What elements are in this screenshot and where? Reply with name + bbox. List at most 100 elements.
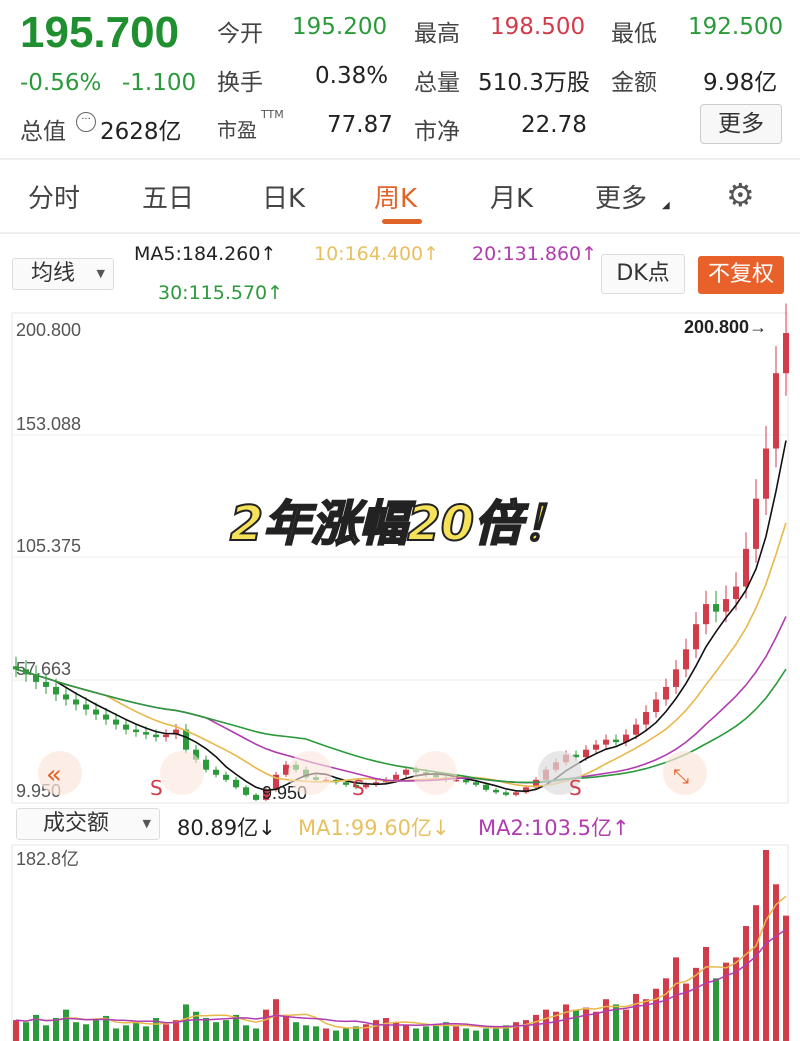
- volume-bar: [183, 1004, 189, 1041]
- volume-bar: [23, 1022, 29, 1041]
- volume-indicator-select[interactable]: 成交额 ▼: [16, 808, 160, 840]
- tab-intraday[interactable]: 分时: [28, 184, 81, 214]
- volume-max-tick: 182.8亿: [16, 849, 79, 869]
- volume-bar: [553, 1011, 559, 1041]
- candle: [673, 669, 679, 687]
- candle: [113, 719, 119, 725]
- turnover-label: 换手: [217, 70, 263, 96]
- scroll-left-button[interactable]: [38, 751, 82, 795]
- volume-bar: [763, 850, 769, 1041]
- sell-signal-s: S: [569, 776, 582, 800]
- change-pct: -0.56%: [20, 70, 102, 96]
- candle: [123, 724, 129, 730]
- volume-bar: [733, 957, 739, 1041]
- volume-bar: [473, 1030, 479, 1041]
- candle: [343, 782, 349, 785]
- low-value: 192.500: [688, 14, 784, 40]
- zoom-out-button[interactable]: [160, 751, 204, 795]
- tab-weekly-k[interactable]: 周K: [374, 184, 418, 214]
- volume-bar: [433, 1024, 439, 1041]
- gear-icon[interactable]: ⚙: [726, 176, 755, 214]
- volume-bar: [33, 1014, 39, 1041]
- candle: [183, 729, 189, 750]
- volume-bar: [143, 1026, 149, 1041]
- adjust-button[interactable]: 不复权: [698, 256, 784, 294]
- volume-bar: [703, 946, 709, 1041]
- volume-bar: [83, 1024, 89, 1041]
- open-label: 今开: [217, 21, 263, 47]
- volume-ma2-line: [15, 928, 787, 1028]
- candle: [173, 729, 179, 735]
- volume-bar: [103, 1015, 109, 1041]
- volume-label: 总量: [414, 70, 460, 96]
- volume-bar: [523, 1020, 529, 1041]
- zoom-in-button[interactable]: [288, 751, 332, 795]
- volume-bar: [313, 1026, 319, 1041]
- open-value: 195.200: [292, 14, 388, 40]
- candle: [743, 548, 749, 587]
- fullscreen-button[interactable]: [663, 751, 707, 795]
- volume-bar: [483, 1028, 489, 1041]
- tab-five-day[interactable]: 五日: [142, 184, 195, 214]
- info-icon[interactable]: ···: [76, 112, 96, 132]
- volume-bar: [43, 1025, 49, 1041]
- volume-bar: [73, 1022, 79, 1041]
- amount-label: 金额: [611, 70, 657, 96]
- amount-value: 9.98亿: [703, 70, 778, 96]
- candle: [403, 769, 409, 775]
- candle: [253, 794, 259, 800]
- volume-bar: [743, 926, 749, 1041]
- candle: [713, 604, 719, 612]
- volume-bar: [343, 1028, 349, 1041]
- volume-bar: [153, 1018, 159, 1041]
- dropdown-caret-icon: ▼: [96, 267, 105, 280]
- candle: [393, 774, 399, 780]
- ma10-readout: 10:164.400↑: [314, 243, 440, 265]
- volume-bar: [363, 1024, 369, 1041]
- volume-bar: [123, 1025, 129, 1041]
- divider: [0, 158, 800, 160]
- indicator-select[interactable]: 均线 ▼: [12, 258, 114, 290]
- sell-signal-s: S: [150, 776, 163, 800]
- volume-bar: [773, 884, 779, 1041]
- candle: [93, 709, 99, 715]
- ma30-readout: 30:115.570↑: [158, 282, 284, 304]
- candle: [103, 714, 109, 720]
- volume-bar: [623, 1009, 629, 1041]
- ma5-line: [15, 440, 787, 793]
- move-left-button[interactable]: [413, 751, 457, 795]
- volume-bar: [173, 1020, 179, 1041]
- candle: [503, 792, 509, 795]
- sell-signal-s: S: [352, 776, 365, 800]
- candle: [233, 779, 239, 788]
- candle: [733, 586, 739, 600]
- volume-bar: [593, 1011, 599, 1041]
- more-button[interactable]: 更多: [700, 104, 782, 144]
- volume-bar: [683, 983, 689, 1041]
- volume-bar: [273, 999, 279, 1041]
- candle: [63, 694, 69, 700]
- mktcap-value: 2628亿: [100, 119, 182, 145]
- volume-bar: [353, 1026, 359, 1041]
- volume-bar: [413, 1028, 419, 1041]
- tab-more[interactable]: 更多: [595, 184, 648, 214]
- volume-bar: [633, 993, 639, 1041]
- dk-label: DK点: [616, 261, 670, 286]
- tab-monthly-k[interactable]: 月K: [490, 184, 534, 214]
- volume-bar: [293, 1022, 299, 1041]
- y-tick: 105.375: [16, 536, 81, 556]
- volume-bar: [213, 1022, 219, 1041]
- volume-value: 510.3万股: [478, 70, 590, 96]
- candle: [273, 774, 279, 790]
- candle: [453, 779, 459, 782]
- volume-bar: [513, 1022, 519, 1041]
- volume-bar: [323, 1028, 329, 1041]
- dk-point-button[interactable]: DK点: [601, 254, 685, 294]
- move-right-button[interactable]: [538, 751, 582, 795]
- candle: [33, 674, 39, 682]
- candle: [763, 448, 769, 499]
- candle: [683, 649, 689, 670]
- candle: [263, 789, 269, 800]
- tab-daily-k[interactable]: 日K: [262, 184, 306, 214]
